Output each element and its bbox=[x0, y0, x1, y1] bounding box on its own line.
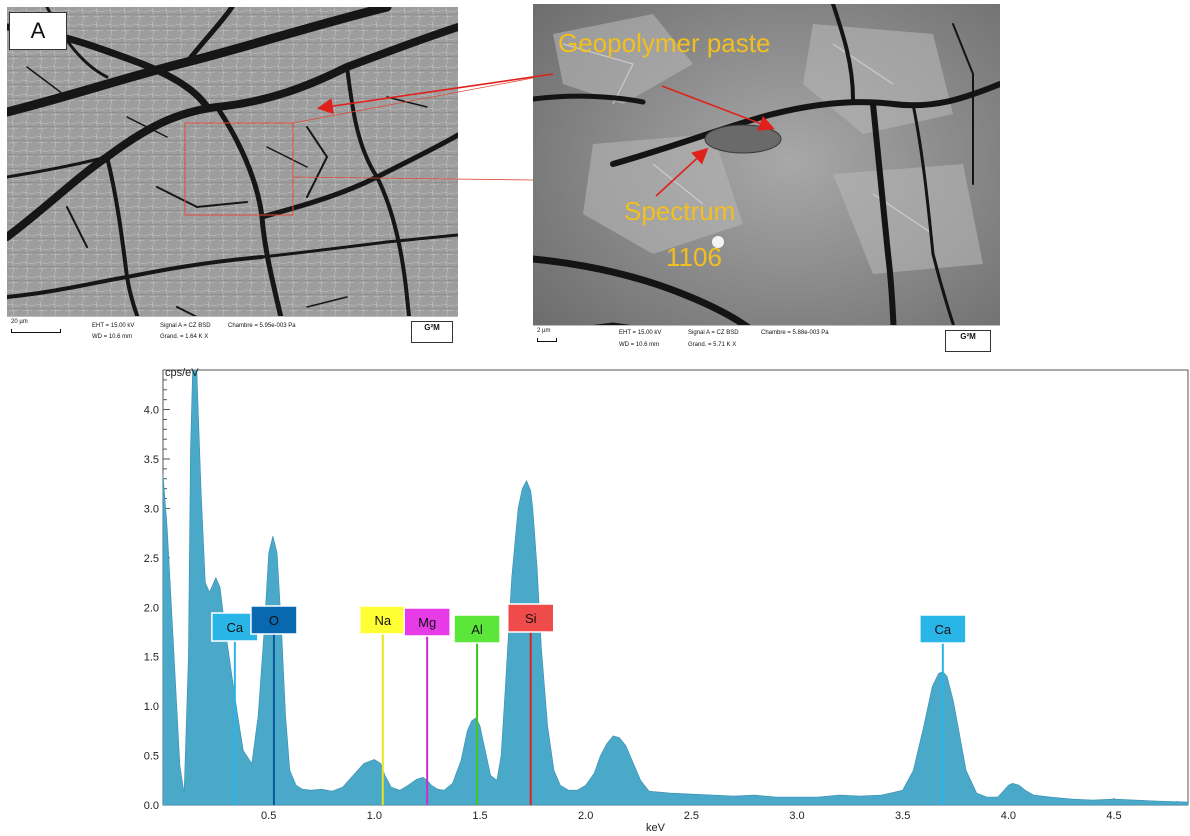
chamber-pressure-label: Chambre = 5.95e-003 Pa bbox=[228, 323, 296, 329]
sem-micrograph-left bbox=[7, 7, 458, 345]
scale-bar bbox=[11, 329, 61, 333]
element-label-ca: Ca bbox=[935, 622, 952, 637]
scale-bar bbox=[537, 338, 557, 342]
sem-micrograph-right bbox=[533, 4, 1000, 354]
element-box-mg bbox=[403, 607, 451, 637]
scale-bar-label: 20 µm bbox=[11, 319, 28, 325]
plot-frame bbox=[162, 369, 1189, 806]
element-box-al bbox=[453, 614, 501, 644]
element-label-si: Si bbox=[525, 611, 537, 626]
lab-logo: G²M bbox=[411, 321, 453, 343]
scale-bar-label: 2 µm bbox=[537, 328, 551, 334]
signal-label: Signal A = CZ BSD bbox=[688, 330, 739, 336]
geopolymer-paste-label: Geopolymer paste bbox=[558, 28, 771, 58]
element-box-ca bbox=[211, 612, 259, 642]
x-tick-label: 4.5 bbox=[1106, 810, 1121, 822]
lab-logo: G²M bbox=[945, 330, 991, 352]
element-markers: Ca O Na Mg Al Si Ca bbox=[211, 603, 967, 805]
wd-label: WD = 10.6 mm bbox=[92, 334, 133, 340]
y-tick-label: 1.5 bbox=[144, 652, 159, 664]
panel-label: A bbox=[9, 12, 67, 50]
y-tick-label: 0.5 bbox=[144, 751, 159, 763]
x-tick-label: 2.5 bbox=[684, 810, 699, 822]
chamber-pressure-label: Chambre = 5.88e-003 Pa bbox=[761, 330, 829, 336]
y-tick-label: 3.5 bbox=[144, 454, 159, 466]
element-label-o: O bbox=[269, 613, 279, 628]
wd-label: WD = 10.6 mm bbox=[619, 342, 660, 348]
element-box-ca bbox=[919, 614, 967, 644]
magnification-label: Grand. = 5.71 K X bbox=[688, 342, 737, 348]
y-tick-label: 4.0 bbox=[144, 405, 159, 417]
element-label-ca: Ca bbox=[227, 620, 244, 635]
y-tick-label: 1.0 bbox=[144, 701, 159, 713]
spectrum-area bbox=[162, 369, 1189, 806]
element-box-si bbox=[506, 603, 555, 633]
magnification-label: Grand. = 1.64 K X bbox=[160, 334, 209, 340]
spectrum-label-line2: 1106 bbox=[666, 242, 722, 272]
element-label-na: Na bbox=[374, 613, 391, 628]
y-axis-label: cps/eV bbox=[165, 367, 199, 379]
y-tick-label: 0.0 bbox=[144, 800, 159, 812]
chart-axes: 0.0 0.5 1.0 1.5 2.0 2.5 3.0 3.5 4.0 0.5 1.0 1.5 2.0 2… bbox=[144, 369, 1189, 822]
element-label-al: Al bbox=[471, 622, 483, 637]
y-tick-label: 2.0 bbox=[144, 602, 159, 614]
x-tick-label: 0.5 bbox=[261, 810, 276, 822]
eht-label: EHT = 15.00 kV bbox=[92, 323, 135, 329]
eht-label: EHT = 15.00 kV bbox=[619, 330, 662, 336]
y-tick-label: 3.0 bbox=[144, 503, 159, 515]
spectrum-label-line1: Spectrum bbox=[624, 196, 736, 226]
sem-info-bar-left: 20 µm EHT = 15.00 kV WD = 10.6 mm Signal… bbox=[7, 316, 458, 345]
x-tick-label: 3.5 bbox=[895, 810, 910, 822]
y-tick-label: 2.5 bbox=[144, 553, 159, 565]
x-tick-label: 3.0 bbox=[789, 810, 804, 822]
element-box-o bbox=[250, 605, 298, 635]
sem-image-high-mag: 2 µm EHT = 15.00 kV WD = 10.6 mm Signal … bbox=[533, 4, 1000, 354]
sem-image-low-mag: 20 µm EHT = 15.00 kV WD = 10.6 mm Signal… bbox=[7, 7, 458, 345]
signal-label: Signal A = CZ BSD bbox=[160, 323, 211, 329]
sem-info-bar-right: 2 µm EHT = 15.00 kV WD = 10.6 mm Signal … bbox=[533, 325, 1000, 354]
x-tick-label: 1.0 bbox=[367, 810, 382, 822]
x-tick-label: 1.5 bbox=[472, 810, 487, 822]
x-axis-label: keV bbox=[646, 822, 666, 834]
x-tick-label: 4.0 bbox=[1001, 810, 1016, 822]
element-label-mg: Mg bbox=[418, 615, 436, 630]
x-tick-label: 2.0 bbox=[578, 810, 593, 822]
